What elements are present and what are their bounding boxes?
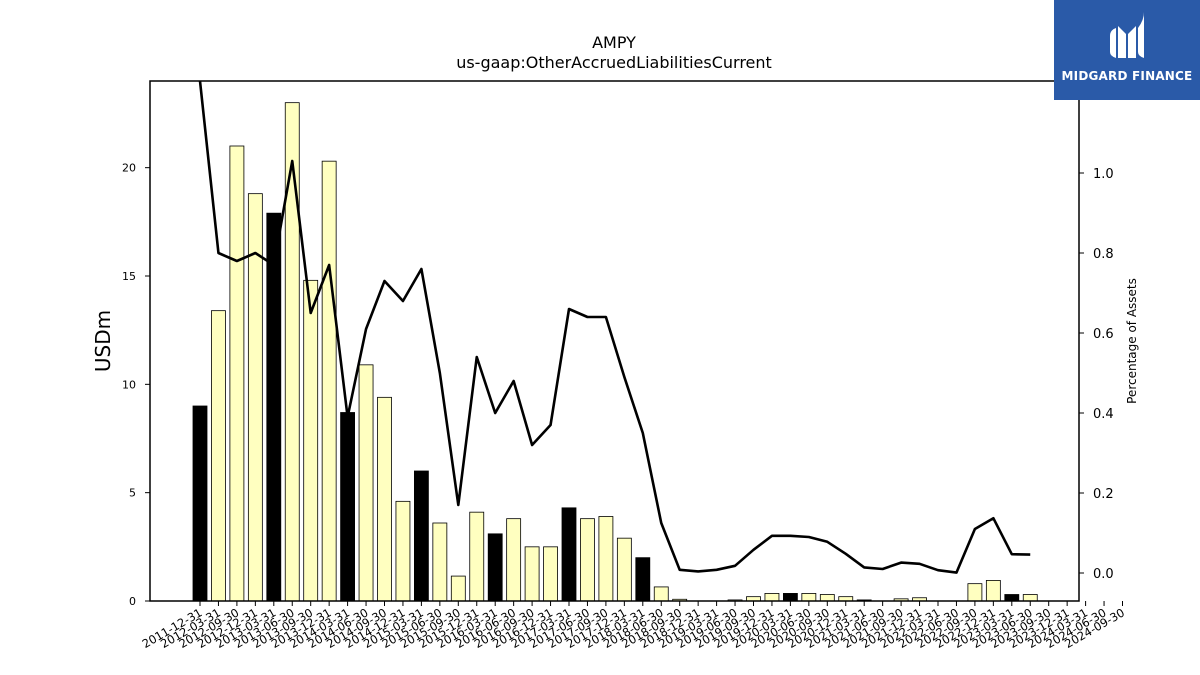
- bar: [653, 586, 669, 602]
- bar: [469, 511, 485, 602]
- bar: [395, 500, 411, 602]
- y-tick-label: 5: [129, 487, 136, 500]
- bar: [580, 518, 595, 602]
- bar: [432, 522, 448, 602]
- y-axis-left: 0 5 10 15 20: [122, 162, 150, 608]
- bar-series: [192, 102, 1038, 602]
- bar: [985, 580, 1001, 602]
- bar: [635, 557, 651, 602]
- y-tick-label: 15: [122, 270, 136, 283]
- y2-tick-label: 0.6: [1093, 327, 1114, 342]
- bar: [1022, 594, 1038, 602]
- y-tick-label: 0: [129, 595, 136, 608]
- bar: [192, 405, 208, 602]
- y-axis-label: USDm: [91, 310, 115, 372]
- chart-subtitle: us-gaap:OtherAccruedLiabilitiesCurrent: [456, 53, 772, 72]
- y2-tick-label: 0.2: [1093, 487, 1114, 502]
- bar: [543, 546, 558, 602]
- y2-tick-label: 1.0: [1093, 167, 1114, 182]
- bar: [340, 412, 356, 602]
- y2-tick-label: 0.0: [1093, 567, 1114, 582]
- bar: [598, 516, 614, 602]
- bar: [819, 594, 835, 602]
- bar: [616, 537, 632, 602]
- brand-name: MIDGARD FINANCE: [1061, 69, 1193, 83]
- bar: [321, 160, 337, 602]
- x-axis: 2011-12-312012-03-312012-09-302012-12-31…: [140, 601, 1127, 651]
- percentage-line: [198, 80, 1031, 574]
- bar: [358, 364, 374, 602]
- bar: [229, 145, 245, 602]
- bar: [524, 546, 540, 602]
- chart-title: AMPY: [592, 33, 636, 52]
- brand-logo: MIDGARD FINANCE: [1054, 0, 1200, 100]
- y-tick-label: 10: [122, 378, 136, 391]
- bar: [211, 310, 226, 602]
- bar: [506, 518, 522, 602]
- y2-tick-label: 0.4: [1093, 407, 1114, 422]
- y-tick-label: 20: [122, 162, 136, 175]
- bar: [783, 593, 798, 602]
- plot-frame: [149, 80, 1080, 602]
- bar: [1004, 594, 1020, 602]
- y-axis-right: 0.0 0.2 0.4 0.6 0.8 1.0: [1079, 167, 1114, 582]
- y2-axis-label: Percentage of Assets: [1125, 278, 1139, 404]
- bar: [801, 593, 817, 602]
- bar: [561, 507, 577, 602]
- y2-tick-label: 0.8: [1093, 247, 1114, 262]
- bar: [487, 533, 503, 602]
- line-series: [198, 80, 1031, 574]
- midgard-m-logo-icon: [1110, 12, 1144, 58]
- bar: [266, 212, 282, 602]
- bar: [413, 470, 429, 602]
- bar: [764, 593, 780, 602]
- bar: [303, 279, 319, 602]
- bar: [450, 575, 466, 602]
- bar: [377, 396, 392, 602]
- bar: [967, 583, 983, 602]
- bar: [284, 102, 300, 602]
